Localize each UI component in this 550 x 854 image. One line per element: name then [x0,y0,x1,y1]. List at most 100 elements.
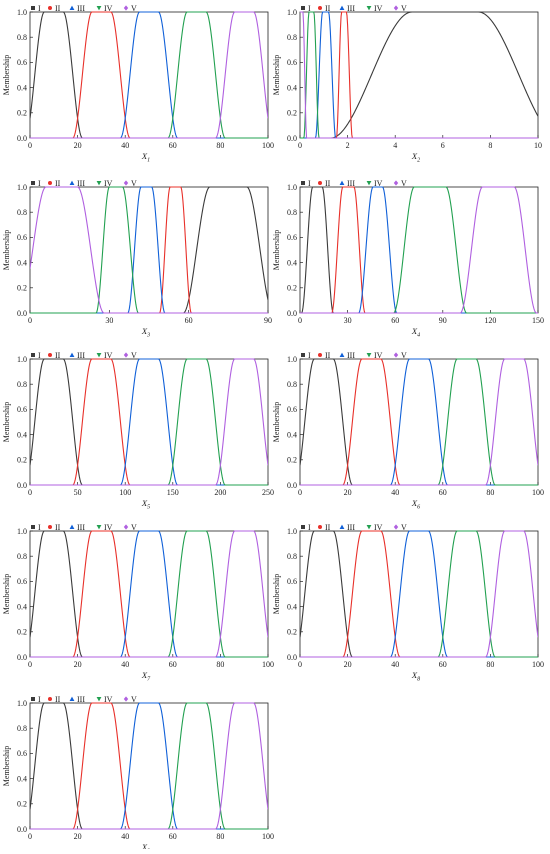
legend-label-IV: IV [104,4,113,13]
y-tick-label: 1.0 [287,355,297,364]
legend-label-I: I [38,523,41,532]
x-tick-label: 100 [262,141,274,150]
legend-label-I: I [308,179,311,188]
series-line-V [30,358,268,486]
legend: I II III IV V [31,4,137,13]
legend-marker-circle [48,525,52,529]
x-tick-label: 60 [185,316,193,325]
chart-panel-x5: 0.0 0.2 0.4 0.6 0.8 1.0 0 50 100 150 200 250 Members… [2,351,274,511]
series-line-I [300,358,538,486]
series-line-III [30,358,268,486]
x-tick-label: 100 [262,832,274,841]
y-tick-label: 0.8 [287,33,297,42]
series-line-IV [300,11,538,139]
x-tick-label: 0 [298,141,302,150]
series-line-II [300,186,538,314]
legend-label-I: I [38,695,41,704]
legend-label-IV: IV [104,351,113,360]
x-tick-label: 60 [439,660,447,669]
series-group [30,186,268,314]
x-axis-subscript: 5 [147,505,150,511]
x-tick-label: 100 [262,660,274,669]
legend-marker-diamond [123,696,129,702]
series-line-I [30,530,268,658]
y-tick-label: 0.8 [17,724,27,733]
legend-marker-circle [318,181,322,185]
legend-label-IV: IV [374,4,383,13]
y-tick-label: 0.2 [287,456,297,465]
legend-label-IV: IV [374,523,383,532]
legend-label-V: V [401,4,407,13]
legend-label-IV: IV [374,179,383,188]
y-tick-label: 0.8 [17,33,27,42]
x-tick-label: 20 [74,141,82,150]
x-tick-label: 30 [105,316,113,325]
y-axis-label: Membership [2,402,11,442]
y-tick-label: 0.6 [287,58,297,67]
chart-panel-x8: 0.0 0.2 0.4 0.6 0.8 1.0 0 20 40 60 80 100 Membership… [272,523,544,683]
legend-label-V: V [131,4,137,13]
y-tick-label: 0.2 [17,800,27,809]
x-tick-label: 80 [486,660,494,669]
y-tick-label: 0.6 [17,58,27,67]
x-tick-label: 20 [344,488,352,497]
series-line-II [30,358,268,486]
series-line-II [300,530,538,658]
legend-label-I: I [38,4,41,13]
plot-frame [29,702,269,830]
legend-marker-square [31,6,35,10]
legend-marker-triangle-down [96,6,102,11]
legend-label-III: III [77,523,85,532]
x-axis-label: X4 [411,326,420,339]
x-tick-label: 250 [262,488,274,497]
legend-marker-square [31,697,35,701]
y-tick-label: 1.0 [17,183,27,192]
y-tick-label: 0.2 [17,628,27,637]
x-tick-label: 40 [121,832,129,841]
x-tick-label: 40 [121,660,129,669]
y-tick-label: 0.0 [17,825,27,834]
x-tick-label: 60 [169,660,177,669]
legend-marker-square [301,181,305,185]
legend-marker-triangle-up [69,352,75,357]
chart-panel-x9: 0.0 0.2 0.4 0.6 0.8 1.0 0 20 40 60 80 100 Membership… [2,695,274,854]
series-line-II [30,11,268,139]
plot-frame [29,186,269,314]
legend-marker-circle [48,6,52,10]
series-line-III [300,11,538,139]
x-tick-label: 150 [532,316,544,325]
series-group [300,530,538,658]
y-tick-label: 0.2 [17,456,27,465]
legend-marker-triangle-down [366,181,372,186]
legend-label-II: II [325,4,331,13]
legend-marker-triangle-up [69,180,75,185]
x-axis-label: X7 [141,670,151,683]
legend-label-III: III [77,695,85,704]
series-line-V [300,11,538,139]
y-tick-label: 0.0 [17,309,27,318]
x-tick-label: 10 [534,141,542,150]
legend-marker-triangle-up [69,696,75,701]
x-tick-label: 90 [264,316,272,325]
legend-label-II: II [55,4,61,13]
legend-marker-triangle-down [96,353,102,358]
legend-marker-square [301,353,305,357]
legend-label-I: I [308,4,311,13]
series-line-I [300,530,538,658]
series-line-II [300,11,538,139]
x-tick-label: 40 [391,660,399,669]
series-line-I [30,11,268,139]
x-tick-label: 60 [391,316,399,325]
legend-marker-square [31,525,35,529]
legend-label-V: V [401,179,407,188]
chart-panel-x1: 0.0 0.2 0.4 0.6 0.8 1.0 0 20 40 60 80 100 Membership… [2,4,274,164]
legend-label-IV: IV [374,351,383,360]
series-line-I [30,358,268,486]
plot-frame [299,186,539,314]
plot-frame [29,11,269,139]
legend-label-II: II [325,523,331,532]
y-tick-label: 1.0 [17,699,27,708]
legend-label-V: V [131,523,137,532]
legend-marker-diamond [393,352,399,358]
